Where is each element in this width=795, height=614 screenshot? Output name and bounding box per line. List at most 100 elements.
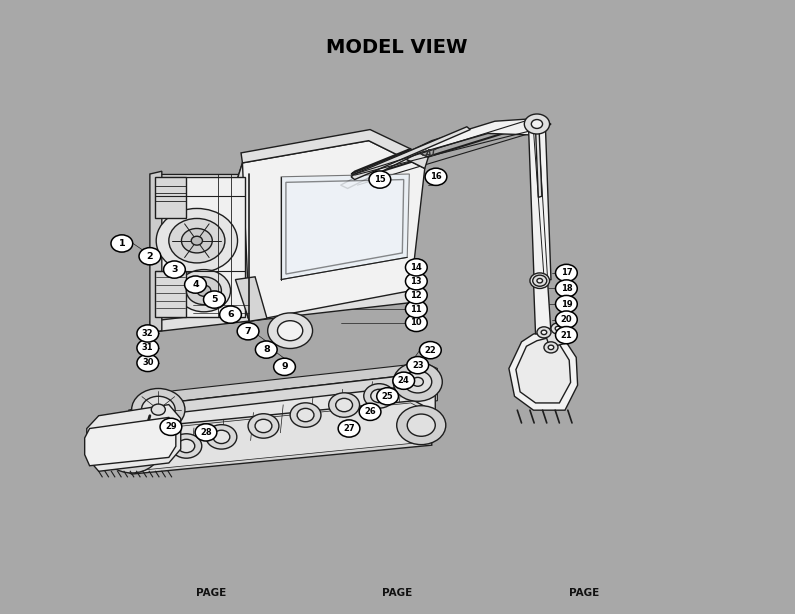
Circle shape — [297, 408, 314, 422]
Circle shape — [248, 414, 279, 438]
Circle shape — [181, 228, 212, 253]
Text: MODEL VIEW: MODEL VIEW — [326, 38, 467, 57]
Circle shape — [412, 378, 424, 386]
Circle shape — [537, 327, 551, 338]
Circle shape — [397, 406, 446, 445]
Text: 21: 21 — [560, 331, 572, 340]
Text: CAT: CAT — [421, 149, 436, 158]
Circle shape — [544, 342, 558, 353]
Polygon shape — [85, 418, 176, 466]
Circle shape — [405, 273, 427, 290]
Polygon shape — [118, 403, 427, 471]
Text: 4: 4 — [192, 280, 199, 289]
Circle shape — [364, 384, 394, 408]
Circle shape — [335, 398, 352, 412]
Polygon shape — [151, 374, 436, 416]
Circle shape — [425, 168, 447, 185]
Polygon shape — [281, 174, 409, 279]
Circle shape — [139, 247, 161, 265]
Text: 23: 23 — [412, 360, 424, 370]
Circle shape — [556, 327, 577, 344]
Circle shape — [268, 313, 312, 349]
Circle shape — [549, 345, 554, 349]
Circle shape — [171, 433, 202, 458]
Text: 11: 11 — [410, 305, 422, 314]
Polygon shape — [516, 336, 571, 403]
Circle shape — [178, 439, 195, 453]
Circle shape — [255, 341, 277, 358]
Polygon shape — [536, 128, 542, 197]
Text: 18: 18 — [560, 284, 572, 293]
Circle shape — [551, 323, 565, 334]
Circle shape — [556, 280, 577, 297]
Polygon shape — [155, 177, 186, 219]
Text: PAGE: PAGE — [382, 588, 413, 597]
Circle shape — [407, 414, 436, 437]
Polygon shape — [529, 125, 551, 282]
Polygon shape — [340, 119, 551, 188]
Text: 13: 13 — [410, 277, 422, 286]
Circle shape — [186, 277, 221, 305]
Text: 12: 12 — [410, 290, 422, 300]
Circle shape — [405, 287, 427, 304]
Polygon shape — [533, 279, 551, 334]
Circle shape — [556, 264, 577, 282]
Circle shape — [359, 403, 381, 421]
Polygon shape — [235, 277, 267, 321]
Text: PAGE: PAGE — [569, 588, 599, 597]
Text: 5: 5 — [211, 295, 218, 304]
Polygon shape — [155, 271, 186, 317]
Text: 6: 6 — [227, 310, 234, 319]
Circle shape — [530, 273, 549, 289]
Circle shape — [197, 285, 211, 296]
Circle shape — [404, 371, 432, 393]
Circle shape — [206, 425, 237, 449]
Circle shape — [125, 445, 138, 456]
Circle shape — [103, 429, 160, 473]
Text: 24: 24 — [398, 376, 409, 385]
Polygon shape — [113, 401, 432, 474]
Circle shape — [255, 419, 272, 433]
Circle shape — [394, 362, 442, 402]
Polygon shape — [241, 130, 429, 168]
Circle shape — [369, 171, 391, 188]
Polygon shape — [150, 290, 417, 332]
Polygon shape — [286, 179, 404, 274]
Circle shape — [556, 295, 577, 313]
Text: 14: 14 — [410, 263, 422, 272]
Circle shape — [132, 389, 185, 431]
Circle shape — [137, 354, 159, 371]
Text: PAGE: PAGE — [196, 588, 226, 597]
Circle shape — [273, 358, 296, 375]
Text: 16: 16 — [430, 173, 442, 181]
Text: 22: 22 — [425, 346, 436, 355]
Circle shape — [556, 311, 577, 328]
Circle shape — [219, 306, 242, 323]
Circle shape — [137, 340, 159, 357]
Circle shape — [531, 120, 542, 128]
Circle shape — [536, 278, 544, 284]
Polygon shape — [150, 171, 162, 332]
Circle shape — [177, 270, 231, 312]
Polygon shape — [129, 374, 436, 440]
Circle shape — [405, 300, 427, 317]
Circle shape — [156, 209, 238, 273]
Circle shape — [160, 418, 182, 435]
Circle shape — [142, 396, 175, 423]
Text: 20: 20 — [560, 315, 572, 324]
Circle shape — [555, 326, 560, 331]
Text: 15: 15 — [374, 175, 386, 184]
Circle shape — [195, 424, 217, 441]
Circle shape — [192, 236, 203, 245]
Text: 1: 1 — [118, 239, 125, 248]
Circle shape — [111, 235, 133, 252]
Text: 32: 32 — [142, 329, 153, 338]
Text: 3: 3 — [171, 265, 177, 274]
Circle shape — [328, 393, 359, 418]
Circle shape — [377, 387, 398, 405]
Text: 25: 25 — [382, 392, 394, 401]
Text: 19: 19 — [560, 300, 572, 308]
Polygon shape — [87, 405, 180, 472]
Text: 27: 27 — [343, 424, 355, 433]
Circle shape — [237, 322, 259, 340]
